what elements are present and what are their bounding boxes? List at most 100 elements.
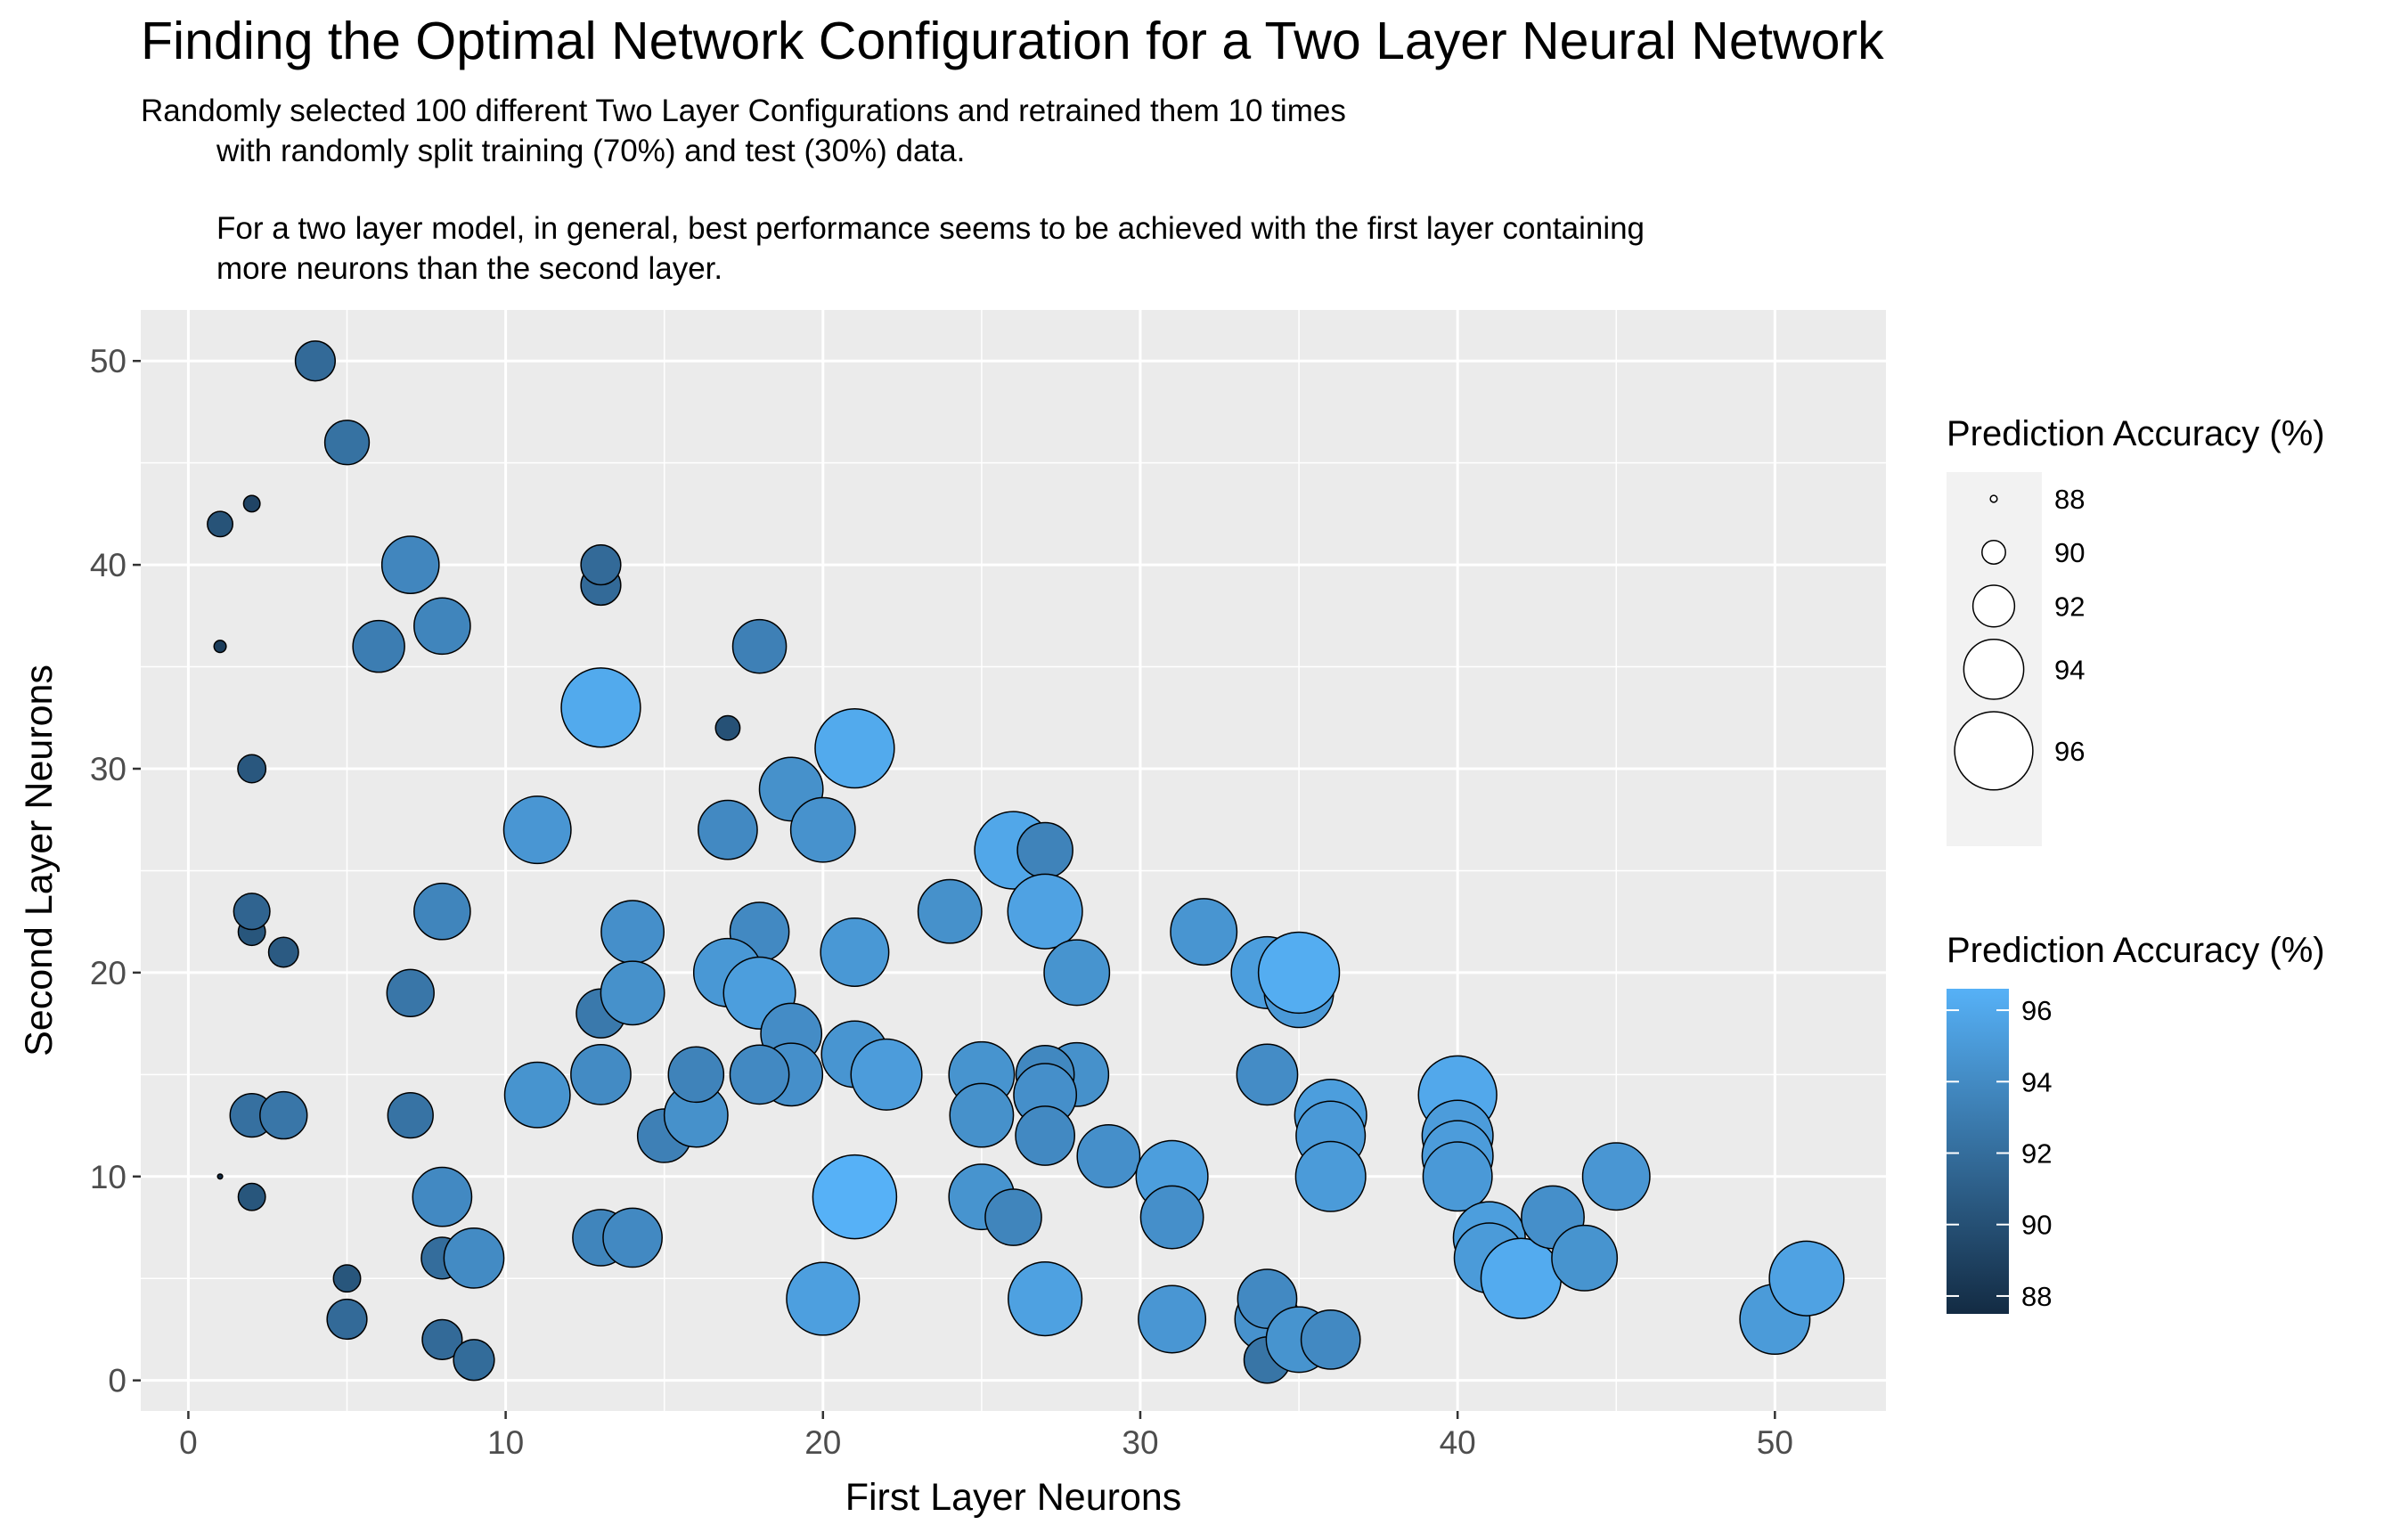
size-legend-label: 88 bbox=[2054, 484, 2085, 515]
data-points bbox=[207, 340, 1845, 1384]
data-point bbox=[323, 420, 371, 466]
data-point bbox=[237, 1182, 266, 1211]
size-legend-key bbox=[1954, 711, 2034, 791]
size-legend-title: Prediction Accuracy (%) bbox=[1947, 414, 2325, 453]
data-point bbox=[502, 795, 572, 865]
data-point bbox=[731, 618, 788, 674]
data-point bbox=[812, 1154, 898, 1240]
data-point bbox=[814, 707, 895, 789]
data-point bbox=[413, 882, 471, 941]
size-legend-label: 92 bbox=[2054, 591, 2085, 622]
x-tick-label: 10 bbox=[487, 1424, 524, 1461]
x-tick-label: 50 bbox=[1757, 1424, 1793, 1461]
data-point bbox=[1422, 1141, 1493, 1212]
data-point bbox=[600, 960, 665, 1026]
data-point bbox=[213, 640, 227, 654]
chart-title: Finding the Optimal Network Configuratio… bbox=[141, 12, 1884, 70]
data-point bbox=[850, 1038, 923, 1111]
y-tick-label: 50 bbox=[90, 343, 127, 379]
data-point bbox=[443, 1227, 505, 1289]
data-point bbox=[1300, 1309, 1361, 1370]
data-point bbox=[326, 1298, 368, 1341]
y-tick-label: 40 bbox=[90, 547, 127, 583]
data-point bbox=[1257, 931, 1341, 1015]
data-point bbox=[600, 900, 665, 965]
color-legend-title: Prediction Accuracy (%) bbox=[1947, 931, 2325, 970]
data-point bbox=[267, 936, 299, 968]
y-tick-label: 30 bbox=[90, 751, 127, 787]
color-legend-label: 88 bbox=[2021, 1281, 2052, 1312]
size-legend-key bbox=[1981, 540, 2006, 565]
data-point bbox=[602, 1207, 663, 1268]
size-legend-label: 90 bbox=[2054, 537, 2085, 568]
data-point bbox=[386, 968, 435, 1017]
data-point bbox=[294, 340, 336, 382]
data-point bbox=[242, 494, 261, 513]
data-point bbox=[698, 799, 758, 860]
color-bar bbox=[1947, 989, 2009, 1314]
x-axis-title: First Layer Neurons bbox=[845, 1476, 1182, 1519]
data-point bbox=[1015, 1105, 1075, 1166]
data-point bbox=[1016, 821, 1073, 879]
chart-subtitle-line-4: more neurons than the second layer. bbox=[216, 251, 723, 286]
data-point bbox=[453, 1339, 495, 1382]
data-point bbox=[412, 1166, 473, 1227]
data-point bbox=[570, 1043, 632, 1105]
data-point bbox=[1138, 1284, 1207, 1354]
data-point bbox=[1294, 1140, 1367, 1212]
data-point bbox=[1170, 898, 1238, 966]
chart-subtitle-line-3: For a two layer model, in general, best … bbox=[216, 211, 1645, 246]
x-tick-label: 30 bbox=[1122, 1424, 1158, 1461]
data-point bbox=[233, 893, 271, 931]
size-legend: Prediction Accuracy (%) 88 90 92 94 96 bbox=[1947, 414, 2325, 846]
data-point bbox=[560, 667, 641, 748]
data-point bbox=[421, 1318, 463, 1360]
color-legend-label: 94 bbox=[2021, 1066, 2052, 1097]
data-point bbox=[207, 510, 233, 538]
data-point bbox=[1007, 873, 1083, 950]
y-axis-title: Second Layer Neurons bbox=[18, 665, 61, 1056]
data-point bbox=[503, 1061, 571, 1129]
data-point bbox=[729, 1044, 790, 1105]
x-tick-label: 20 bbox=[804, 1424, 841, 1461]
data-point bbox=[413, 597, 471, 656]
x-tick-label: 0 bbox=[179, 1424, 198, 1461]
x-tick-label: 40 bbox=[1440, 1424, 1476, 1461]
data-point bbox=[1008, 1261, 1083, 1337]
data-point bbox=[237, 754, 267, 784]
data-point bbox=[580, 544, 622, 586]
data-point bbox=[786, 1261, 861, 1336]
data-point bbox=[1768, 1240, 1845, 1317]
color-legend-label: 92 bbox=[2021, 1138, 2052, 1170]
chart-subtitle-line-1: Randomly selected 100 different Two Laye… bbox=[141, 94, 1346, 128]
data-point bbox=[1581, 1142, 1651, 1211]
data-point bbox=[352, 619, 405, 673]
data-point bbox=[984, 1188, 1042, 1246]
size-legend-keys: 88 90 92 94 96 bbox=[1954, 484, 2085, 791]
data-point bbox=[387, 1091, 434, 1139]
size-legend-label: 94 bbox=[2054, 654, 2085, 685]
data-point bbox=[1139, 1185, 1204, 1250]
size-legend-key bbox=[1971, 584, 2016, 628]
y-tick-label: 20 bbox=[90, 955, 127, 991]
size-legend-label: 96 bbox=[2054, 736, 2085, 767]
data-point bbox=[820, 917, 890, 987]
data-point bbox=[1236, 1043, 1299, 1106]
data-point bbox=[917, 878, 983, 944]
data-point bbox=[667, 1046, 725, 1104]
color-legend: Prediction Accuracy (%) 88 90 92 94 96 bbox=[1947, 931, 2325, 1314]
chart-subtitle-line-2: with randomly split training (70%) and t… bbox=[216, 134, 966, 168]
size-legend-key bbox=[1989, 494, 1998, 503]
data-point bbox=[1076, 1123, 1141, 1188]
data-point bbox=[789, 796, 856, 863]
data-point bbox=[1043, 939, 1111, 1007]
data-point bbox=[216, 1173, 224, 1180]
data-point bbox=[714, 714, 741, 741]
data-point bbox=[332, 1264, 362, 1293]
data-point bbox=[949, 1082, 1015, 1148]
data-point bbox=[259, 1090, 308, 1140]
axis-ticks: 0 10 20 30 40 50 0 10 20 30 40 50 bbox=[90, 343, 1793, 1461]
size-legend-key bbox=[1963, 638, 2025, 700]
color-legend-label: 96 bbox=[2021, 995, 2052, 1026]
